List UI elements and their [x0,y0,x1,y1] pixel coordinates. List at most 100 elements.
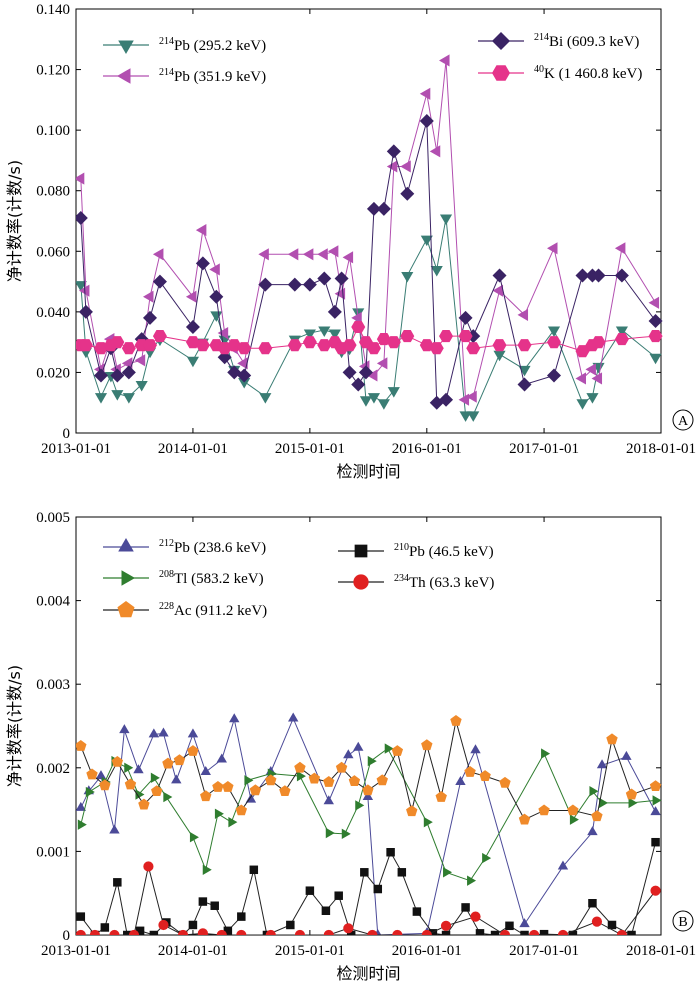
data-point-pb214_295 [547,326,561,338]
data-point-bi214 [237,368,252,383]
data-point-bi214 [400,186,415,201]
legend-marker-ac228 [117,601,135,618]
legend-element: Pb (46.5 keV) [409,544,494,560]
data-point-ac228 [76,740,87,751]
data-point-pb210 [321,906,331,915]
x-tick-label: 2015-01-01 [275,943,345,959]
y-tick-label: 0.002 [36,761,70,777]
data-point-pb214_351 [614,242,626,255]
data-point-k40 [466,342,481,355]
data-point-pb214_295 [493,350,506,362]
data-point-ac228 [86,768,98,780]
y-tick-label: 0.005 [36,510,70,526]
data-point-th234 [343,923,354,934]
panel-badge-label: A [678,414,689,429]
data-point-pb210 [210,901,219,910]
data-point-k40 [366,342,381,355]
legend-element: Th (63.3 keV) [409,575,494,591]
y-tick-label: 0 [63,426,71,442]
y-tick-label: 0.140 [36,2,70,18]
data-point-th234 [236,929,247,935]
data-point-ac228 [421,739,433,751]
data-point-pb212 [353,741,364,751]
data-point-ac228 [649,780,662,792]
data-point-tl208 [541,748,551,759]
legend-marker-pb214_351 [117,68,131,84]
data-point-tl208 [443,867,453,878]
data-point-bi214 [575,268,590,283]
data-point-pb214_351 [152,248,164,261]
legend-element: Ac (911.2 keV) [174,603,267,619]
data-point-pb214_351 [547,242,558,255]
data-point-ac228 [111,755,124,767]
x-tick-label: 2015-01-01 [275,441,345,457]
data-point-ac228 [308,772,321,784]
data-point-pb210 [461,903,470,912]
data-point-tl208 [325,827,335,839]
data-point-ac228 [323,776,335,787]
data-point-k40 [547,336,561,349]
y-tick-label: 0 [63,928,71,944]
y-tick-label: 0.040 [36,305,70,321]
data-point-th234 [440,920,452,931]
data-point-bi214 [342,365,357,380]
data-point-ac228 [499,776,511,788]
data-point-tl208 [569,814,579,825]
panel-badge-label: B [678,915,687,930]
data-point-th234 [89,929,101,935]
data-point-pb212 [519,918,530,928]
data-point-ac228 [173,754,186,766]
legend-element: Bi (609.3 keV) [549,34,639,50]
data-point-bi214 [458,310,473,325]
data-point-pb212 [557,860,569,870]
data-point-pb210 [76,912,86,921]
legend-marker-pb210 [354,544,368,558]
data-point-k40 [195,339,210,352]
data-point-pb214_295 [210,311,223,322]
data-layer [76,54,663,422]
data-point-th234 [392,929,403,935]
data-point-pb214_351 [258,248,269,261]
data-point-pb212 [133,764,144,774]
data-point-pb212 [621,750,632,760]
data-point-pb210 [334,891,343,900]
y-tick-label: 0.120 [36,63,70,79]
data-point-ac228 [376,774,388,786]
data-point-ac228 [222,781,234,792]
y-tick-label: 0.060 [36,244,70,260]
panel-badge-circle [672,409,694,431]
data-point-pb212 [455,776,466,786]
data-point-pb212 [148,728,160,738]
data-point-bi214 [591,268,606,283]
data-point-ac228 [625,788,638,800]
data-point-tl208 [367,755,377,767]
data-point-pb214_351 [209,263,220,276]
data-point-pb214_351 [327,245,339,258]
data-point-bi214 [143,310,158,325]
chart-panel-b: 0 0.001 0.002 0.003 0.004 0.005 2013-01-01 2014… [5,510,696,983]
legend-isotope-mass: 208 [159,569,174,580]
legend-isotope-mass: 234 [394,573,409,584]
legend-label-k40: 40K (1 460.8 keV) [534,64,642,82]
legend-isotope-mass: 214 [159,36,174,47]
data-point-pb210 [588,898,597,908]
data-point-pb212 [343,749,354,759]
data-point-pb214_295 [186,356,199,368]
data-point-bi214 [386,144,401,159]
data-point-pb214_351 [78,284,90,297]
data-point-k40 [110,336,125,349]
data-point-tl208 [599,797,609,809]
data-point-bi214 [302,277,317,292]
data-point-pb214_351 [376,357,388,370]
data-point-pb212 [200,765,211,775]
data-point-pb210 [505,921,514,931]
data-point-k40 [429,342,444,355]
data-point-tl208 [202,864,212,875]
data-point-pb210 [360,868,369,877]
data-point-bi214 [614,268,629,283]
data-point-pb214_351 [429,145,441,158]
data-point-pb214_351 [302,248,314,261]
data-point-th234 [499,929,511,935]
data-point-bi214 [358,365,373,380]
legend-element: Pb (295.2 keV) [174,38,266,54]
